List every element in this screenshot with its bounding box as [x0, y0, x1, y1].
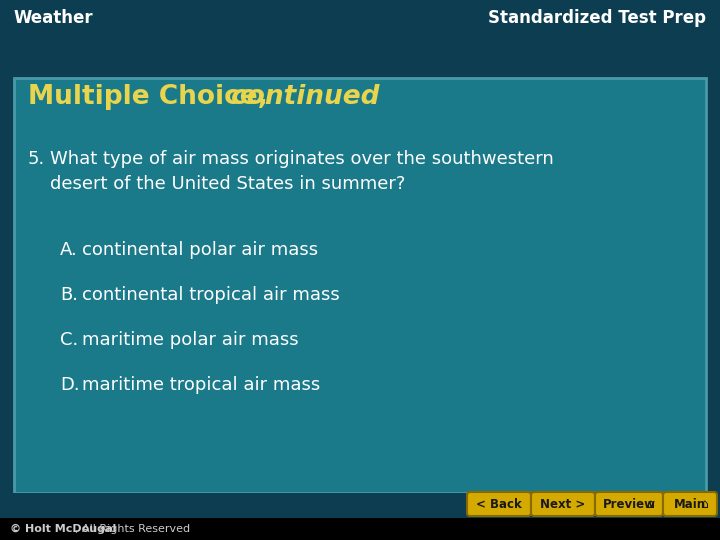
Text: Standardized Test Prep: Standardized Test Prep [488, 9, 706, 27]
Bar [0, 493, 720, 540]
FancyBboxPatch shape [531, 492, 595, 516]
Text: D.: D. [60, 376, 80, 394]
Bar [0, 0, 720, 35]
Bar [0, 518, 720, 540]
Text: Next >: Next > [541, 497, 585, 510]
Text: Main: Main [674, 497, 706, 510]
Text: , All Rights Reserved: , All Rights Reserved [75, 524, 190, 534]
Text: Weather: Weather [14, 9, 94, 27]
Text: ⌂: ⌂ [700, 497, 708, 510]
Text: Multiple Choice,: Multiple Choice, [28, 84, 268, 110]
Text: < Back: < Back [476, 497, 522, 510]
FancyBboxPatch shape [14, 78, 706, 493]
Text: Preview: Preview [603, 497, 655, 510]
Text: continental tropical air mass: continental tropical air mass [82, 286, 340, 304]
Text: © Holt McDougal: © Holt McDougal [10, 524, 116, 534]
Text: 5.: 5. [28, 150, 45, 168]
FancyBboxPatch shape [467, 492, 531, 516]
Text: B.: B. [60, 286, 78, 304]
Text: ⌂: ⌂ [646, 497, 654, 510]
Text: maritime polar air mass: maritime polar air mass [82, 331, 299, 349]
FancyBboxPatch shape [595, 492, 663, 516]
Text: continued: continued [222, 84, 379, 110]
FancyBboxPatch shape [663, 492, 717, 516]
Text: continental polar air mass: continental polar air mass [82, 241, 318, 259]
Text: What type of air mass originates over the southwestern
desert of the United Stat: What type of air mass originates over th… [50, 150, 554, 193]
Text: C.: C. [60, 331, 78, 349]
Text: A.: A. [60, 241, 78, 259]
Text: maritime tropical air mass: maritime tropical air mass [82, 376, 320, 394]
